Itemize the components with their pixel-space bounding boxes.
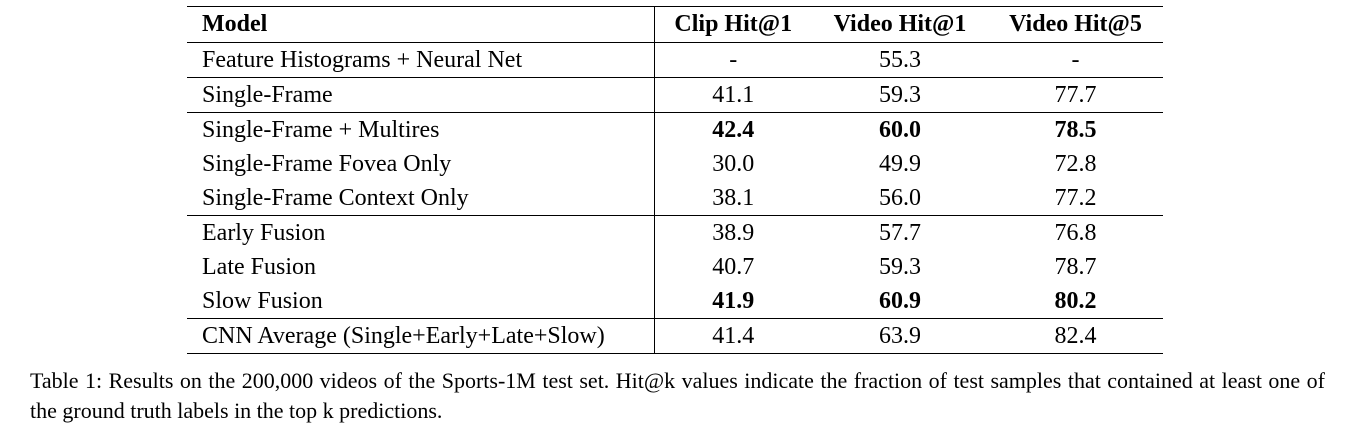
clip-hit1-cell: 41.9 [712, 288, 755, 314]
table-row: CNN Average (Single+Early+Late+Slow) 41.4… [187, 318, 1163, 354]
header-video-hit5: Video Hit@5 [1009, 11, 1142, 37]
model-name-cell: Single-Frame Context Only [187, 181, 655, 216]
model-name-cell: Early Fusion [187, 215, 655, 250]
video-hit5-cell: - [1071, 47, 1080, 73]
video-hit5-cell: 76.8 [1054, 220, 1097, 246]
model-name-cell: Late Fusion [187, 250, 655, 284]
video-hit1-cell: 55.3 [879, 47, 921, 73]
header-video-hit1: Video Hit@1 [833, 11, 967, 37]
clip-hit1-cell: 38.9 [712, 220, 755, 246]
video-hit5-cell: 82.4 [1054, 323, 1097, 349]
video-hit5-cell: 77.2 [1054, 185, 1097, 211]
video-hit5-cell: 78.5 [1054, 117, 1097, 143]
table-row: Feature Histograms + Neural Net - 55.3 - [187, 42, 1163, 78]
clip-hit1-cell: 38.1 [712, 185, 755, 211]
video-hit1-cell: 49.9 [879, 151, 921, 177]
model-name-cell: Slow Fusion [187, 284, 655, 319]
table-row: Single-Frame 41.1 59.3 77.7 [187, 77, 1163, 113]
video-hit5-cell: 78.7 [1054, 254, 1097, 280]
video-hit1-cell: 63.9 [879, 323, 921, 349]
clip-hit1-cell: 30.0 [712, 151, 755, 177]
clip-hit1-cell: 42.4 [712, 117, 755, 143]
table-body: Feature Histograms + Neural Net - 55.3 - Sin… [187, 42, 1163, 354]
model-name-cell: Feature Histograms + Neural Net [187, 42, 655, 78]
model-name-cell: Single-Frame + Multires [187, 112, 655, 147]
header-model: Model [187, 6, 655, 43]
header-clip-hit1: Clip Hit@1 [674, 11, 793, 37]
video-hit1-cell: 60.9 [879, 288, 921, 314]
header-row: Model Clip Hit@1 Video Hit@1 Video Hit@5 [187, 6, 1163, 43]
table-row: Late Fusion 40.7 59.3 78.7 [187, 250, 1163, 284]
clip-hit1-cell: 40.7 [712, 254, 755, 280]
model-name-cell: CNN Average (Single+Early+Late+Slow) [187, 318, 655, 354]
table-header: Model Clip Hit@1 Video Hit@1 Video Hit@5 [187, 6, 1163, 43]
clip-hit1-cell: 41.4 [712, 323, 755, 349]
video-hit1-cell: 60.0 [879, 117, 921, 143]
table-row: Single-Frame Fovea Only 30.0 49.9 72.8 [187, 147, 1163, 181]
results-table: Model Clip Hit@1 Video Hit@1 Video Hit@5… [187, 6, 1163, 354]
video-hit1-cell: 57.7 [879, 220, 921, 246]
table-row: Early Fusion 38.9 57.7 76.8 [187, 215, 1163, 250]
model-name-cell: Single-Frame Fovea Only [187, 147, 655, 181]
results-table-container: Model Clip Hit@1 Video Hit@1 Video Hit@5… [187, 6, 1163, 354]
clip-hit1-cell: - [729, 47, 738, 73]
video-hit1-cell: 59.3 [879, 82, 921, 108]
model-name-cell: Single-Frame [187, 77, 655, 113]
video-hit5-cell: 72.8 [1054, 151, 1097, 177]
table-caption: Table 1: Results on the 200,000 videos o… [30, 368, 1325, 423]
video-hit1-cell: 56.0 [879, 185, 921, 211]
video-hit5-cell: 80.2 [1054, 288, 1097, 314]
video-hit5-cell: 77.7 [1054, 82, 1097, 108]
video-hit1-cell: 59.3 [879, 254, 921, 280]
table-row: Single-Frame + Multires 42.4 60.0 78.5 [187, 112, 1163, 147]
clip-hit1-cell: 41.1 [712, 82, 755, 108]
table-row: Slow Fusion 41.9 60.9 80.2 [187, 284, 1163, 319]
table-row: Single-Frame Context Only 38.1 56.0 77.2 [187, 181, 1163, 216]
